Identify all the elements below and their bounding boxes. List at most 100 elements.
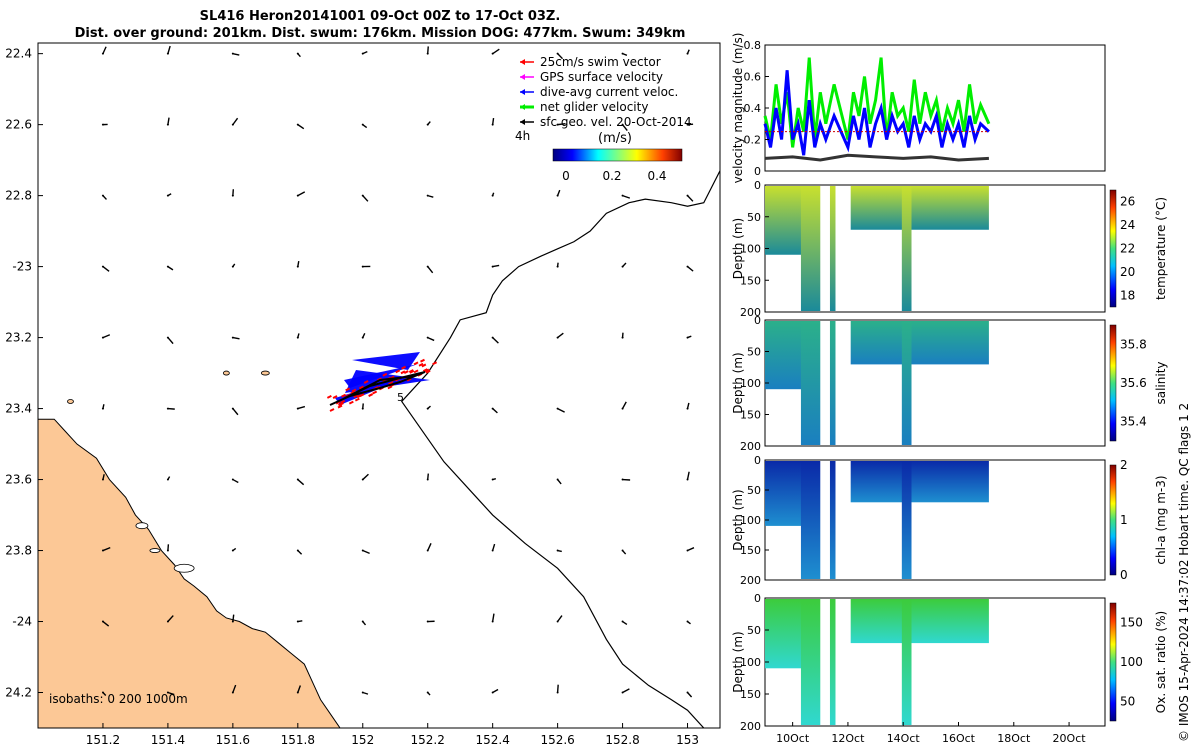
velocity-arrow-base [686,691,689,694]
velocity-arrow [167,337,174,345]
velocity-arrow [102,547,111,552]
velocity-arrow-base [686,478,689,481]
x-tick-label: 16Oct [942,732,976,745]
velocity-arrow [492,688,499,694]
velocity-arrow [362,549,370,555]
figure-title-line1: SL416 Heron20141001 09-Oct 00Z to 17-Oct… [199,9,561,24]
velocity-arrow-base [686,265,689,268]
swim-vector [350,390,356,395]
legend-arrowhead [520,74,525,80]
velocity-arrow-base [491,691,494,694]
y-tick-label: 22.6 [5,118,32,132]
swim-vector [403,370,409,374]
velocity-arrow-base [361,336,364,339]
colorbar-label: temperature (°C) [1154,197,1168,300]
velocity-arrow-base [101,549,104,552]
velocity-arrow-base [426,549,429,552]
velocity-arrow [297,405,306,410]
y-axis-label: Depth (m) [731,631,745,692]
colorbar-tick-label: 35.6 [1120,376,1147,390]
velocity-arrow-base [686,52,689,55]
swim-vector [326,394,332,399]
coast-feature [173,563,195,573]
y-axis-label: Depth (m) [731,218,745,279]
data-curtain [850,186,989,230]
data-curtain [829,321,836,445]
data-curtain [829,186,836,311]
colorbar-tick-label: 18 [1120,288,1135,302]
isobath-1000m [400,170,720,728]
velocity-arrow [622,194,631,199]
velocity-arrow-base [166,52,169,55]
velocity-arrow-base [166,265,169,268]
velocity-arrow-base [296,52,299,55]
velocity-arrow [491,117,495,125]
velocity-arrow-base [361,691,364,694]
velocity-arrow-base [101,265,104,268]
map-colorbar [552,148,683,162]
velocity-arrow-base [296,620,299,623]
velocity-arrow-base [426,194,429,197]
series-net-glider-velocity [763,57,991,148]
velocity-arrow-base [556,691,559,694]
colorbar-label: (m/s) [598,131,632,146]
velocity-arrow [102,266,110,272]
velocity-arrow-base [101,52,104,55]
swim-vector [329,408,335,412]
data-curtain [850,321,989,365]
swim-vector [337,404,343,409]
velocity-arrow [557,123,566,126]
velocity-arrow [492,48,500,55]
land-mass [38,418,341,728]
y-tick-label: 0.6 [744,71,762,84]
velocity-arrow [427,266,434,274]
velocity-arrow-base [491,620,494,623]
heatmap-colorbar [1109,324,1117,442]
x-tick-label: 152 [351,733,374,747]
swim-vector [432,361,438,366]
x-tick-label: 151.4 [151,733,185,747]
velocity-arrow-base [426,407,429,410]
velocity-arrow-base [621,407,624,410]
y-tick-label: 0.8 [744,39,762,52]
colorbar-tick-1: 0.2 [602,169,621,183]
velocity-arrow-base [556,265,559,268]
y-tick-label: 150 [740,409,761,422]
velocity-arrow [556,684,559,693]
colorbar-label: Ox. sat. ratio (%) [1154,611,1168,713]
coast-feature [260,370,270,376]
velocity-arrow [687,692,693,698]
velocity-arrow [686,471,690,480]
velocity-arrow [557,407,565,413]
y-tick-label: 0 [754,165,761,178]
swim-vector [363,380,369,384]
velocity-arrow [102,46,107,54]
y-tick-label: 22.4 [5,47,32,61]
colorbar-tick-label: 26 [1120,195,1135,209]
velocity-arrow-base [231,407,234,410]
velocity-arrow-base [491,265,494,268]
data-curtain [800,461,821,579]
coast-feature [135,522,149,530]
data-curtain [901,461,912,579]
velocity-arrow-base [231,123,234,126]
velocity-arrow [557,615,563,622]
y-tick-label: 24.2 [5,686,32,700]
swim-vector [354,397,360,402]
y-tick-label: -24 [12,615,32,629]
colorbar-tick-label: 2 [1120,458,1128,472]
colorbar-tick-0: 0 [562,169,570,183]
velocity-arrow-base [426,620,429,623]
legend-label: 25cm/s swim vector [540,55,661,69]
velocity-arrow-base [361,549,364,552]
y-tick-label: 100 [740,656,761,669]
velocity-arrow [167,45,171,54]
velocity-arrow-base [426,123,429,126]
velocity-arrow-base [101,407,104,410]
y-tick-label: 100 [740,514,761,527]
swim-vector [351,388,357,393]
x-tick-label: 153 [676,733,699,747]
